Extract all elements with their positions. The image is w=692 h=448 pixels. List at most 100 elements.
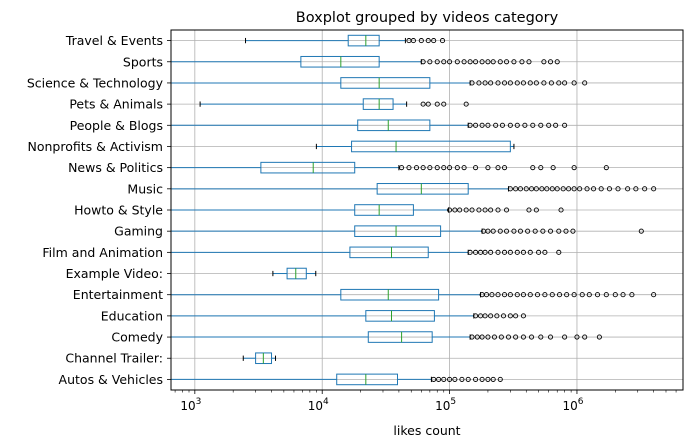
box-flier [454, 59, 460, 65]
box-flier [499, 122, 505, 128]
box-flier [399, 165, 405, 171]
box-flier [549, 186, 555, 192]
box-flier [476, 207, 482, 213]
x-tick-label: 104 [308, 397, 329, 413]
box-flier [503, 59, 510, 65]
box-flier [465, 376, 471, 382]
box-flier [579, 292, 585, 298]
box-flier [538, 165, 544, 171]
box-flier [447, 376, 453, 382]
x-tick-label: 103 [180, 397, 201, 413]
box-flier [467, 249, 473, 255]
box-flier [418, 38, 424, 44]
box-flier [482, 207, 488, 213]
box-flier [501, 249, 508, 255]
box-flier [488, 313, 494, 319]
box-flier [479, 59, 485, 65]
box-flier [538, 122, 544, 128]
box-flier [452, 376, 458, 382]
box-group [315, 140, 515, 153]
box-flier [513, 313, 519, 319]
box-flier [503, 228, 510, 234]
box-group [170, 225, 644, 237]
box-group [170, 77, 588, 89]
box-flier [457, 207, 463, 213]
box-flier [533, 80, 539, 86]
box-flier [469, 80, 475, 86]
box-flier [539, 186, 545, 192]
box-flier [511, 59, 517, 65]
box-flier [507, 292, 513, 298]
box-flier [556, 80, 562, 86]
box-iqr [260, 161, 356, 174]
box-flier [490, 59, 496, 65]
box-flier [651, 292, 657, 298]
box-flier [548, 80, 554, 86]
box-flier [511, 228, 517, 234]
box-flier [513, 334, 519, 340]
y-tick-label: Sports [123, 54, 163, 69]
box-flier [425, 101, 431, 107]
box-flier [540, 228, 546, 234]
box-flier [591, 186, 597, 192]
box-flier [514, 292, 520, 298]
box-flier [479, 122, 485, 128]
box-flier [473, 376, 479, 382]
box-flier [495, 80, 501, 86]
box-flier [541, 59, 547, 65]
box-flier [490, 376, 496, 382]
box-flier [439, 38, 446, 44]
box-iqr [351, 140, 511, 153]
box-flier [454, 165, 460, 171]
box-iqr [349, 246, 429, 259]
box-flier [633, 186, 639, 192]
box-flier [459, 376, 465, 382]
box-flier [550, 165, 556, 171]
box-flier [434, 101, 440, 107]
box-flier [507, 186, 513, 192]
box-flier [558, 207, 564, 213]
x-tick-base: 10 [562, 399, 577, 413]
box-flier [461, 165, 467, 171]
x-tick-exponent: 5 [450, 397, 456, 407]
box-flier [520, 334, 526, 340]
box-flier [538, 334, 544, 340]
box-group [245, 34, 446, 47]
box-flier [606, 186, 613, 192]
box-flier [485, 165, 491, 171]
box-flier [526, 59, 532, 65]
box-flier [420, 59, 426, 65]
box-flier [517, 228, 523, 234]
box-iqr [300, 55, 380, 68]
box-iqr [376, 183, 469, 195]
box-flier [547, 334, 554, 340]
box-flier [554, 59, 560, 65]
box-flier [488, 249, 494, 255]
box-group [170, 161, 609, 174]
box-flier [431, 376, 437, 382]
box-flier [485, 228, 491, 234]
box-group [170, 183, 657, 195]
box-flier [571, 165, 577, 171]
box-flier [507, 122, 513, 128]
box-flier [598, 186, 604, 192]
box-flier [520, 313, 526, 319]
box-series [170, 34, 657, 386]
box-flier [629, 292, 635, 298]
box-flier [488, 80, 494, 86]
box-flier [582, 334, 588, 340]
box-flier [427, 59, 433, 65]
y-tick-label: Education [101, 308, 163, 323]
box-group [170, 331, 602, 343]
box-flier [467, 122, 473, 128]
box-flier [441, 101, 447, 107]
box-flier [541, 80, 547, 86]
box-iqr [286, 267, 307, 280]
box-flier [490, 228, 496, 234]
box-flier [431, 38, 437, 44]
box-group [170, 119, 568, 132]
box-iqr [365, 310, 435, 322]
box-flier [586, 292, 592, 298]
box-iqr [340, 288, 440, 301]
box-flier [603, 292, 609, 298]
